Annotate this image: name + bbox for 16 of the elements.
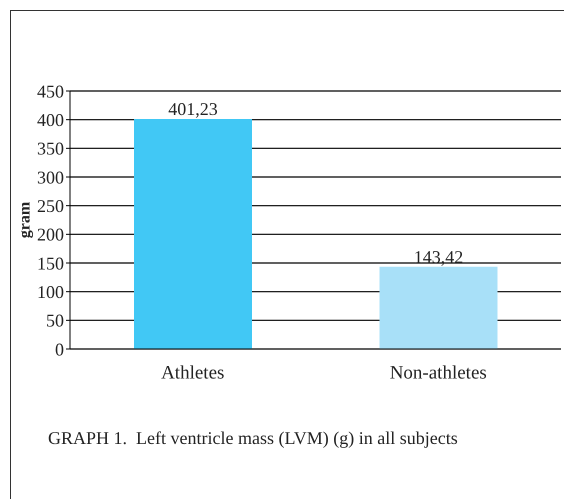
text: GRAPH 1. Left ventricle mass (LVM) (g) in all subjects <box>48 428 458 449</box>
y-tick-label: 350 <box>37 138 64 159</box>
y-tick-label: 300 <box>37 167 64 188</box>
y-tick-label: 400 <box>37 110 64 130</box>
y-tick-label: 100 <box>37 282 64 302</box>
data-label: 401,23 <box>168 98 218 119</box>
y-tick-label: 200 <box>37 224 64 245</box>
y-tick-label: 450 <box>37 81 64 102</box>
y-tick-label: 0 <box>55 339 64 360</box>
data-label: 143,42 <box>414 246 464 267</box>
x-tick-label: Athletes <box>161 362 224 384</box>
y-tick-label: 50 <box>46 310 64 331</box>
y-tick-label: 250 <box>37 196 64 216</box>
y-axis-title: gram <box>16 201 34 238</box>
y-tick-label: 150 <box>37 253 64 274</box>
x-tick-label: Non-athletes <box>390 362 487 384</box>
